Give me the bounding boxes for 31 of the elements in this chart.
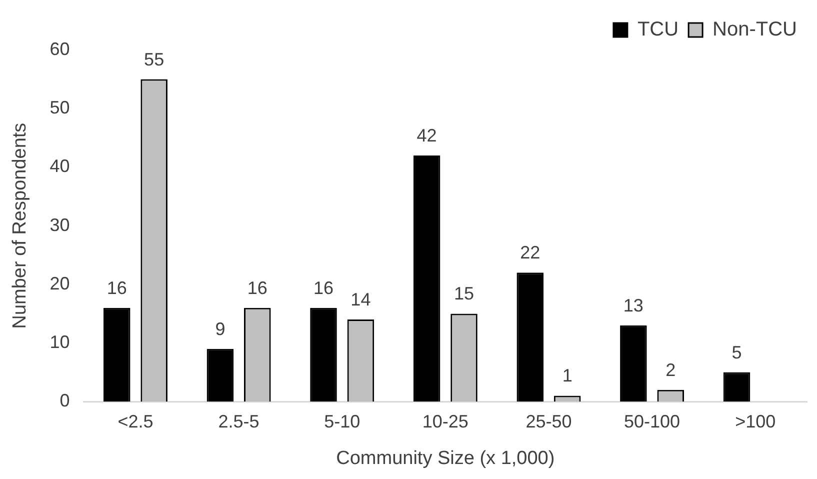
data-label: 16 [247, 278, 268, 298]
data-label: 14 [350, 290, 371, 310]
y-tick-label: 30 [50, 214, 70, 235]
y-tick-label: 20 [50, 273, 70, 294]
y-tick-label: 0 [60, 390, 70, 411]
data-label: 42 [416, 125, 437, 146]
legend-label: Non-TCU [712, 18, 797, 41]
y-axis-title: Number of Respondents [10, 122, 31, 329]
y-tick-label: 40 [50, 156, 70, 176]
data-label: 16 [106, 278, 127, 298]
data-label: 16 [313, 278, 334, 298]
data-label: 13 [623, 295, 644, 316]
legend-label: TCU [637, 18, 679, 41]
x-tick-label: >100 [735, 411, 776, 432]
data-label: 55 [144, 49, 164, 70]
y-tick-label: 60 [50, 38, 70, 59]
x-tick-label: 25-50 [526, 411, 572, 432]
x-tick-label: 5-10 [324, 411, 360, 432]
data-label: 9 [215, 318, 226, 339]
x-tick-label: 10-25 [422, 411, 468, 432]
data-label: 15 [454, 284, 474, 304]
x-tick-label: 50-100 [624, 411, 680, 432]
data-label: 1 [562, 366, 572, 386]
x-tick-label: <2.5 [118, 411, 154, 432]
data-label: 5 [732, 342, 742, 362]
data-label: 2 [666, 360, 676, 380]
data-label: 22 [520, 242, 540, 263]
x-tick-label: 2.5-5 [218, 411, 260, 432]
y-tick-label: 10 [50, 332, 70, 352]
x-axis-title: Community Size (x 1,000) [336, 448, 555, 469]
y-tick-label: 50 [50, 98, 70, 118]
